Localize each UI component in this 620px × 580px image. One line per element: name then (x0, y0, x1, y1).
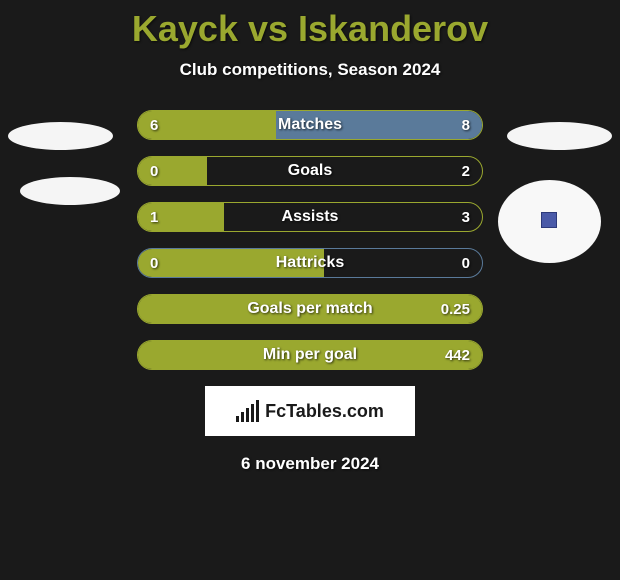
stat-row: Assists1 3 (137, 202, 483, 232)
stat-value-right: 442 (445, 341, 470, 369)
stat-value-right: 0.25 (441, 295, 470, 323)
page-subtitle: Club competitions, Season 2024 (0, 60, 620, 80)
stat-label: Hattricks (138, 249, 482, 277)
page-title: Kayck vs Iskanderov (0, 0, 620, 50)
stats-comparison-chart: Matches68Goals02Assists13Hattricks00Goal… (137, 110, 483, 370)
fctables-logo: FcTables.com (205, 386, 415, 436)
stat-label: Matches (138, 111, 482, 139)
player-right-shape-1 (507, 122, 612, 150)
stat-value-left: 1 (150, 203, 158, 231)
stat-value-left: 0 (150, 249, 158, 277)
logo-bars-icon (236, 400, 259, 422)
stat-row: Matches6 8 (137, 110, 483, 140)
stat-value-right: 0 (462, 249, 470, 277)
stat-row: Min per goal442 (137, 340, 483, 370)
stat-label: Goals (138, 157, 482, 185)
stat-value-left: 0 (150, 157, 158, 185)
footer-date: 6 november 2024 (0, 454, 620, 474)
stat-row: Hattricks0 0 (137, 248, 483, 278)
stat-value-right: 3 (462, 203, 470, 231)
stat-value-right: 8 (462, 111, 470, 139)
stat-row: Goals per match0.25 (137, 294, 483, 324)
player-left-shape-1 (8, 122, 113, 150)
stat-value-left: 6 (150, 111, 158, 139)
stat-label: Goals per match (138, 295, 482, 323)
player-left-shape-2 (20, 177, 120, 205)
stat-label: Assists (138, 203, 482, 231)
logo-text: FcTables.com (265, 401, 384, 422)
stat-label: Min per goal (138, 341, 482, 369)
club-badge-icon (541, 212, 557, 228)
stat-row: Goals0 2 (137, 156, 483, 186)
stat-value-right: 2 (462, 157, 470, 185)
